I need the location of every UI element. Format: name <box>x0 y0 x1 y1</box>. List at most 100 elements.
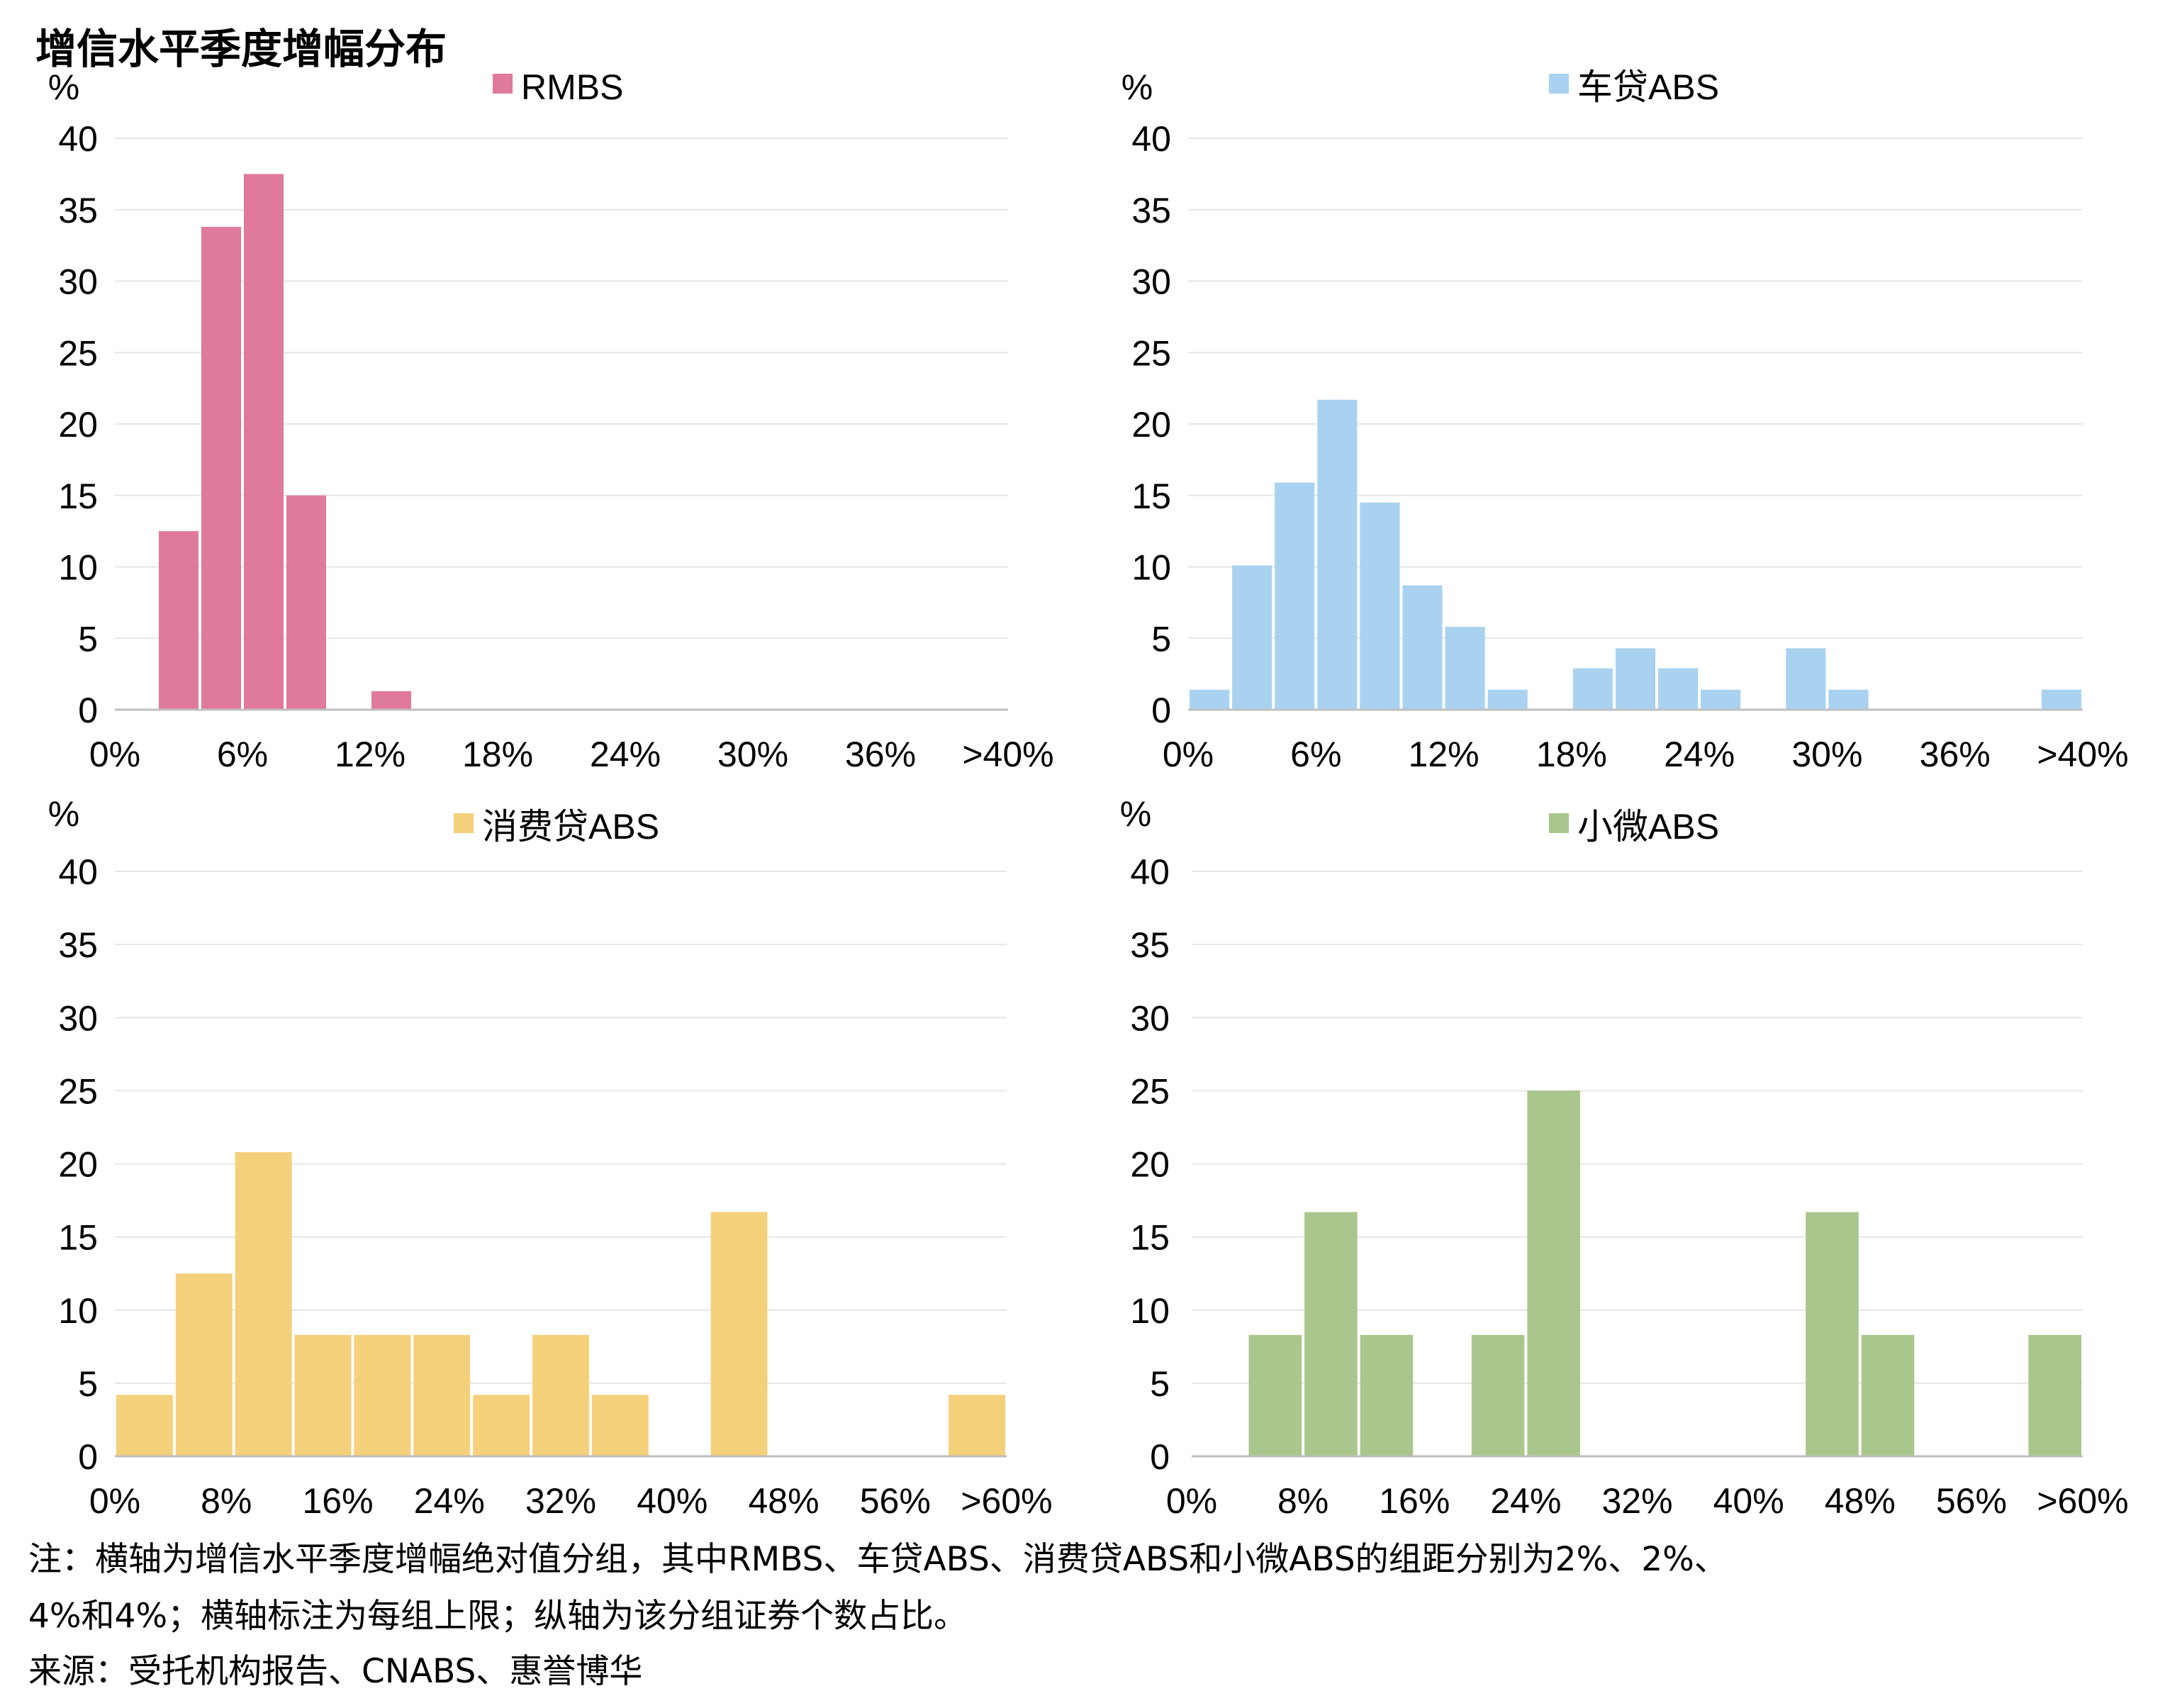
x-tick-label: 12% <box>335 735 405 774</box>
bar <box>1402 585 1443 710</box>
x-tick-label: 48% <box>748 1481 819 1521</box>
x-tick-label: 0% <box>1166 1481 1217 1521</box>
bar <box>116 1395 173 1456</box>
bar <box>244 174 284 710</box>
y-tick-label: 0 <box>1150 1437 1170 1477</box>
y-tick-label: 35 <box>58 925 98 965</box>
bar <box>1786 648 1826 710</box>
source-note: 来源：受托机构报告、CNABS、惠誉博华 <box>28 1652 643 1691</box>
y-tick-label: 10 <box>58 1291 98 1331</box>
y-tick-label: 30 <box>58 998 98 1038</box>
bar <box>201 226 241 710</box>
x-tick-label: 18% <box>1536 735 1607 774</box>
bar <box>1861 1334 1915 1456</box>
bar <box>1190 689 1230 710</box>
y-tick-label: 35 <box>1131 191 1171 230</box>
y-tick-label: 25 <box>1130 1071 1170 1111</box>
bar <box>1806 1212 1859 1456</box>
bar <box>413 1334 471 1456</box>
page-title: 增信水平季度增幅分布 <box>35 25 447 73</box>
bar <box>1572 668 1613 710</box>
y-tick-label: 10 <box>1130 1291 1170 1331</box>
legend-swatch <box>454 813 474 833</box>
x-tick-label: 8% <box>1277 1481 1328 1521</box>
y-tick-label: 25 <box>58 333 98 373</box>
x-tick-label: 0% <box>89 735 140 774</box>
y-tick-label: 0 <box>78 691 98 730</box>
note-line-1: 注：横轴为增信水平季度增幅绝对值分组，其中RMBS、车贷ABS、消费贷ABS和小… <box>28 1540 1728 1579</box>
legend-label: 车贷ABS <box>1577 67 1719 107</box>
x-tick-label: >60% <box>961 1481 1052 1521</box>
y-tick-label: 5 <box>78 1364 98 1404</box>
y-tick-label: 5 <box>1151 619 1171 659</box>
bar <box>354 1334 411 1456</box>
x-tick-label: 32% <box>1601 1481 1672 1521</box>
x-tick-label: 40% <box>637 1481 707 1521</box>
bar <box>1471 1334 1525 1456</box>
y-tick-label: 40 <box>58 119 98 159</box>
y-tick-label: 40 <box>58 852 98 892</box>
bar <box>1360 1334 1414 1456</box>
bar <box>1701 689 1741 710</box>
x-tick-label: 36% <box>1920 735 1991 774</box>
bar <box>294 1334 352 1456</box>
y-tick-label: 0 <box>78 1437 98 1477</box>
y-tick-label: 15 <box>1130 1218 1170 1258</box>
y-tick-label: 20 <box>58 405 98 445</box>
legend-label: 消费贷ABS <box>482 807 659 847</box>
y-tick-label: 5 <box>78 619 98 659</box>
y-tick-label: 5 <box>1150 1364 1170 1404</box>
bar <box>2041 689 2081 710</box>
bar <box>1527 1090 1580 1456</box>
bar <box>1828 689 1869 710</box>
bar <box>949 1395 1005 1456</box>
y-tick-label: 25 <box>1131 333 1171 373</box>
bar <box>1304 1212 1358 1456</box>
bar <box>591 1395 649 1456</box>
x-tick-label: 36% <box>845 735 916 774</box>
legend-swatch <box>1549 813 1569 833</box>
y-axis-label: % <box>1121 67 1153 107</box>
x-tick-label: >60% <box>2037 1481 2128 1521</box>
x-tick-label: 30% <box>717 735 788 774</box>
bar <box>1232 565 1272 710</box>
y-tick-label: 40 <box>1131 119 1171 159</box>
x-tick-label: 12% <box>1409 735 1479 774</box>
bar <box>159 531 198 710</box>
bar <box>710 1212 768 1456</box>
x-tick-label: 56% <box>1936 1481 2007 1521</box>
x-tick-label: 30% <box>1791 735 1862 774</box>
x-tick-label: 16% <box>302 1481 373 1521</box>
x-tick-label: 0% <box>1163 735 1214 774</box>
bar <box>175 1273 233 1456</box>
x-tick-label: 6% <box>1290 735 1341 774</box>
x-tick-label: 0% <box>89 1481 140 1521</box>
y-tick-label: 15 <box>58 476 98 516</box>
bar <box>371 691 411 710</box>
bar <box>235 1152 292 1456</box>
x-tick-label: 32% <box>525 1481 596 1521</box>
x-tick-label: 18% <box>462 735 533 774</box>
bar <box>1445 627 1485 710</box>
y-tick-label: 20 <box>1131 405 1171 445</box>
y-axis-label: % <box>1120 794 1151 834</box>
y-tick-label: 10 <box>58 548 98 588</box>
y-axis-label: % <box>48 794 79 834</box>
x-tick-label: 24% <box>414 1481 485 1521</box>
bar <box>1317 399 1358 710</box>
x-tick-label: 24% <box>1664 735 1735 774</box>
bar <box>1487 689 1528 710</box>
y-tick-label: 25 <box>58 1071 98 1111</box>
x-tick-label: 48% <box>1825 1481 1896 1521</box>
bar <box>473 1395 530 1456</box>
x-tick-label: 8% <box>201 1481 252 1521</box>
y-tick-label: 35 <box>58 191 98 230</box>
y-tick-label: 15 <box>1131 476 1171 516</box>
y-tick-label: 20 <box>58 1145 98 1185</box>
legend-label: RMBS <box>521 67 623 107</box>
x-tick-label: 40% <box>1713 1481 1784 1521</box>
bar <box>532 1334 589 1456</box>
legend-swatch <box>493 74 513 94</box>
y-tick-label: 30 <box>1131 262 1171 302</box>
